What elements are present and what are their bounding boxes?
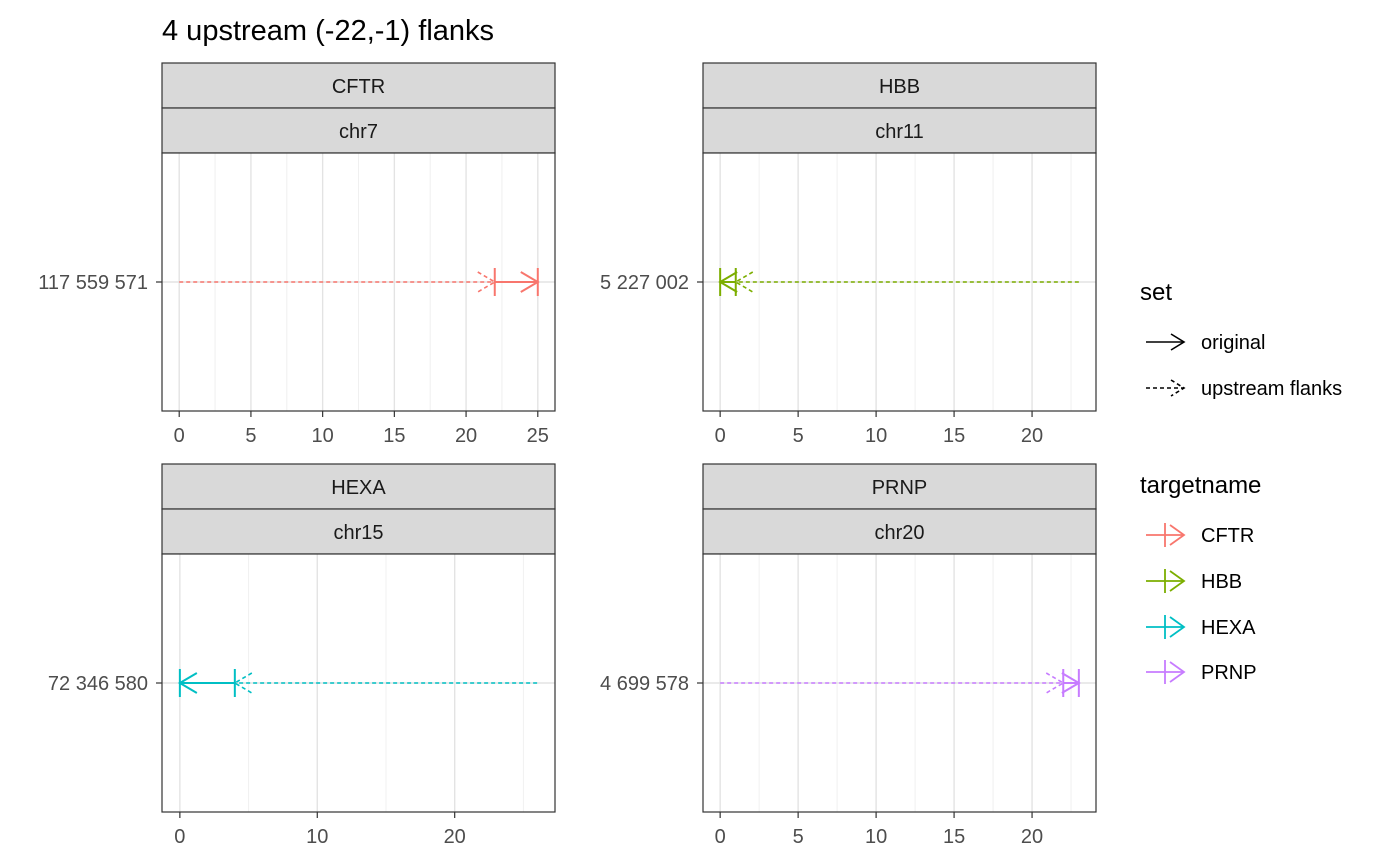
- facet-panel: CFTR chr7 117 559 571 0 5 10 15 20 25: [38, 62, 556, 447]
- strip-bottom-box: [161, 508, 556, 555]
- legend-key-arrowhead: [1169, 570, 1186, 592]
- strip-top-label: HEXA: [331, 477, 386, 499]
- x-tick-label: 0: [715, 425, 726, 447]
- legend-key-arrowhead: [1169, 524, 1186, 546]
- legend-label: PRNP: [1201, 662, 1257, 684]
- x-tick-label: 20: [1021, 425, 1043, 447]
- x-tick-label: 20: [444, 826, 466, 848]
- chart-title: 4 upstream (-22,-1) flanks: [162, 15, 494, 47]
- strip-top-label: CFTR: [332, 76, 385, 98]
- original-arrowhead: [177, 672, 198, 694]
- original-arrowhead: [1061, 672, 1081, 694]
- x-tick-label: 5: [793, 826, 804, 848]
- x-tick-label: 10: [865, 826, 887, 848]
- y-tick-label: 5 227 002: [600, 272, 689, 294]
- legend-key-arrowhead: [1169, 616, 1186, 638]
- legend-title-set: set: [1140, 279, 1172, 306]
- x-tick-label: 15: [943, 826, 965, 848]
- x-tick-label: 20: [455, 425, 477, 447]
- x-tick-label: 10: [312, 425, 334, 447]
- legend-label: original: [1201, 332, 1265, 354]
- y-tick-label: 4 699 578: [600, 673, 689, 695]
- legend-key-arrowhead: [1170, 379, 1186, 397]
- legend-label: HBB: [1201, 571, 1242, 593]
- facet-panel: HBB chr11 5 227 002 0 5 10 15 20: [600, 62, 1097, 447]
- x-tick-label: 5: [245, 425, 256, 447]
- strip-bottom-label: chr15: [333, 522, 383, 544]
- strip-top-box: [161, 62, 556, 109]
- strip-bottom-label: chr7: [339, 121, 378, 143]
- original-arrowhead: [718, 271, 738, 293]
- strip-top-box: [702, 463, 1097, 510]
- x-tick-label: 0: [174, 425, 185, 447]
- strip-bottom-label: chr11: [875, 121, 924, 143]
- x-tick-label: 25: [527, 425, 549, 447]
- legend-label: upstream flanks: [1201, 378, 1342, 400]
- strip-top-label: PRNP: [872, 477, 928, 499]
- strip-top-box: [702, 62, 1097, 109]
- facet-panel: HEXA chr15 72 346 580 0 10 20: [48, 463, 556, 848]
- y-tick-label: 72 346 580: [48, 673, 148, 695]
- x-tick-label: 10: [865, 425, 887, 447]
- legend-title-targetname: targetname: [1140, 472, 1261, 499]
- x-tick-label: 5: [793, 425, 804, 447]
- strip-bottom-box: [702, 508, 1097, 555]
- legend: set original upstream flanks targetname CFTR…: [1140, 279, 1342, 684]
- legend-key-arrowhead: [1169, 661, 1186, 683]
- strip-bottom-label: chr20: [874, 522, 924, 544]
- facet-panel: PRNP chr20 4 699 578 0 5 10 15 20: [600, 463, 1097, 848]
- original-arrowhead: [520, 271, 540, 293]
- strip-bottom-box: [161, 107, 556, 154]
- y-tick-label: 117 559 571: [38, 272, 148, 294]
- strip-bottom-box: [702, 107, 1097, 154]
- x-tick-label: 20: [1021, 826, 1043, 848]
- strip-top-label: HBB: [879, 76, 920, 98]
- x-tick-label: 0: [174, 826, 185, 848]
- legend-label: HEXA: [1201, 617, 1256, 639]
- strip-top-box: [161, 463, 556, 510]
- legend-key-arrowhead: [1170, 333, 1186, 351]
- x-tick-label: 15: [383, 425, 405, 447]
- legend-label: CFTR: [1201, 525, 1254, 547]
- x-tick-label: 15: [943, 425, 965, 447]
- x-tick-label: 10: [306, 826, 328, 848]
- x-tick-label: 0: [715, 826, 726, 848]
